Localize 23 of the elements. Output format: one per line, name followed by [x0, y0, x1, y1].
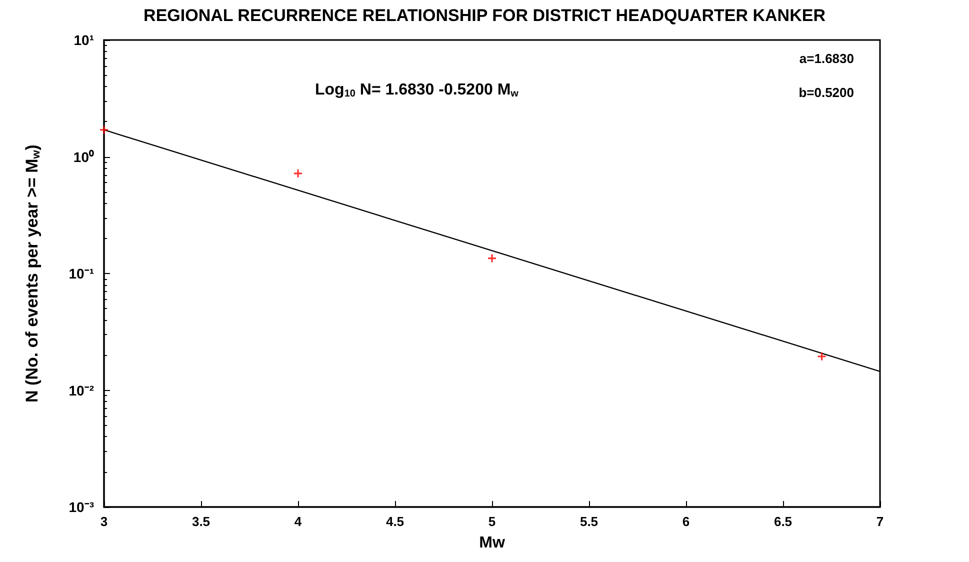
- y-tick-label: 10⁰: [73, 148, 94, 165]
- x-tick-label: 4.5: [386, 514, 404, 529]
- y-tick-label: 10⁻²: [68, 382, 94, 398]
- x-tick-label: 5.5: [580, 514, 598, 529]
- annotation: a=1.6830: [799, 51, 854, 66]
- y-tick-label: 10¹: [74, 32, 94, 48]
- y-axis-title: N (No. of events per year >= Mw): [22, 144, 42, 402]
- x-tick-label: 6.5: [774, 514, 792, 529]
- y-tick-label: 10⁻¹: [68, 266, 94, 282]
- point: [818, 352, 826, 360]
- x-axis-title: Mw: [479, 534, 506, 552]
- chart-title: REGIONAL RECURRENCE RELATIONSHIP FOR DISTRICT HEADQUARTER KANKER: [144, 6, 826, 25]
- x-tick-label: 3: [100, 514, 108, 529]
- annotation: b=0.5200: [798, 85, 854, 100]
- x-tick-label: 6: [682, 514, 690, 529]
- x-tick-label: 7: [876, 514, 884, 529]
- x-tick-label: 4: [294, 514, 302, 529]
- point: [488, 254, 496, 262]
- point: [294, 169, 302, 178]
- x-tick-label: 3.5: [192, 514, 210, 529]
- point: [100, 126, 108, 134]
- y-tick-label: 10⁻³: [68, 499, 94, 515]
- x-tick-label: 5: [488, 514, 496, 529]
